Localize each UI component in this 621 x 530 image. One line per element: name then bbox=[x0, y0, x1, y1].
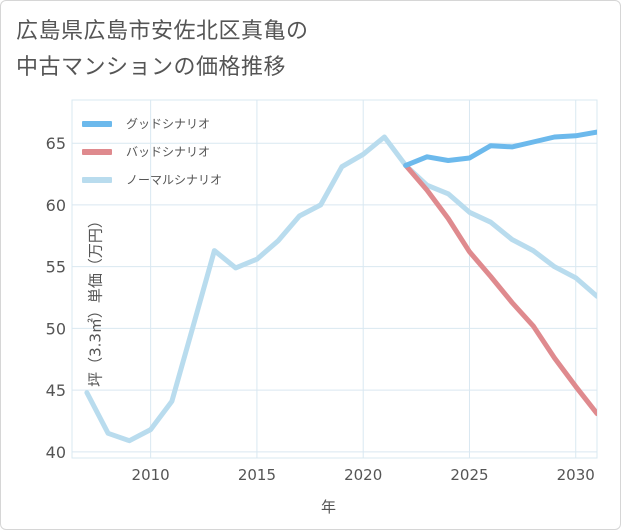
normal-scenario-line bbox=[84, 134, 597, 444]
legend-swatch-bad bbox=[82, 149, 112, 155]
y-tick-label: 50 bbox=[46, 319, 66, 338]
y-tick-label: 45 bbox=[46, 381, 66, 400]
good-scenario-line bbox=[403, 129, 597, 168]
x-tick-label: 2025 bbox=[450, 466, 488, 484]
x-axis-label: 年 bbox=[321, 498, 337, 516]
legend-label-normal: ノーマルシナリオ bbox=[126, 173, 223, 187]
y-axis-label: 坪（3.3㎡）単価（万円） bbox=[86, 213, 105, 387]
x-tick-label: 2015 bbox=[238, 466, 276, 484]
legend-label-good: グッドシナリオ bbox=[126, 117, 211, 131]
x-tick-label: 2010 bbox=[132, 466, 170, 484]
legend-label-bad: バッドシナリオ bbox=[126, 145, 211, 159]
legend-swatch-normal bbox=[82, 177, 112, 183]
legend-swatch-good bbox=[82, 121, 112, 127]
bad-scenario-line bbox=[403, 162, 597, 417]
y-tick-label: 60 bbox=[46, 196, 66, 215]
y-tick-label: 55 bbox=[46, 258, 66, 277]
x-tick-label: 2030 bbox=[557, 466, 595, 484]
y-tick-label: 65 bbox=[46, 134, 66, 153]
chart-title-line1: 広島県広島市安佐北区真亀の bbox=[16, 19, 309, 44]
x-tick-label: 2020 bbox=[344, 466, 382, 484]
chart-title: 広島県広島市安佐北区真亀の 中古マンションの価格推移 bbox=[16, 14, 576, 86]
y-tick-label: 40 bbox=[46, 443, 66, 462]
plot-area bbox=[71, 99, 598, 459]
chart-title-line2: 中古マンションの価格推移 bbox=[16, 55, 287, 80]
